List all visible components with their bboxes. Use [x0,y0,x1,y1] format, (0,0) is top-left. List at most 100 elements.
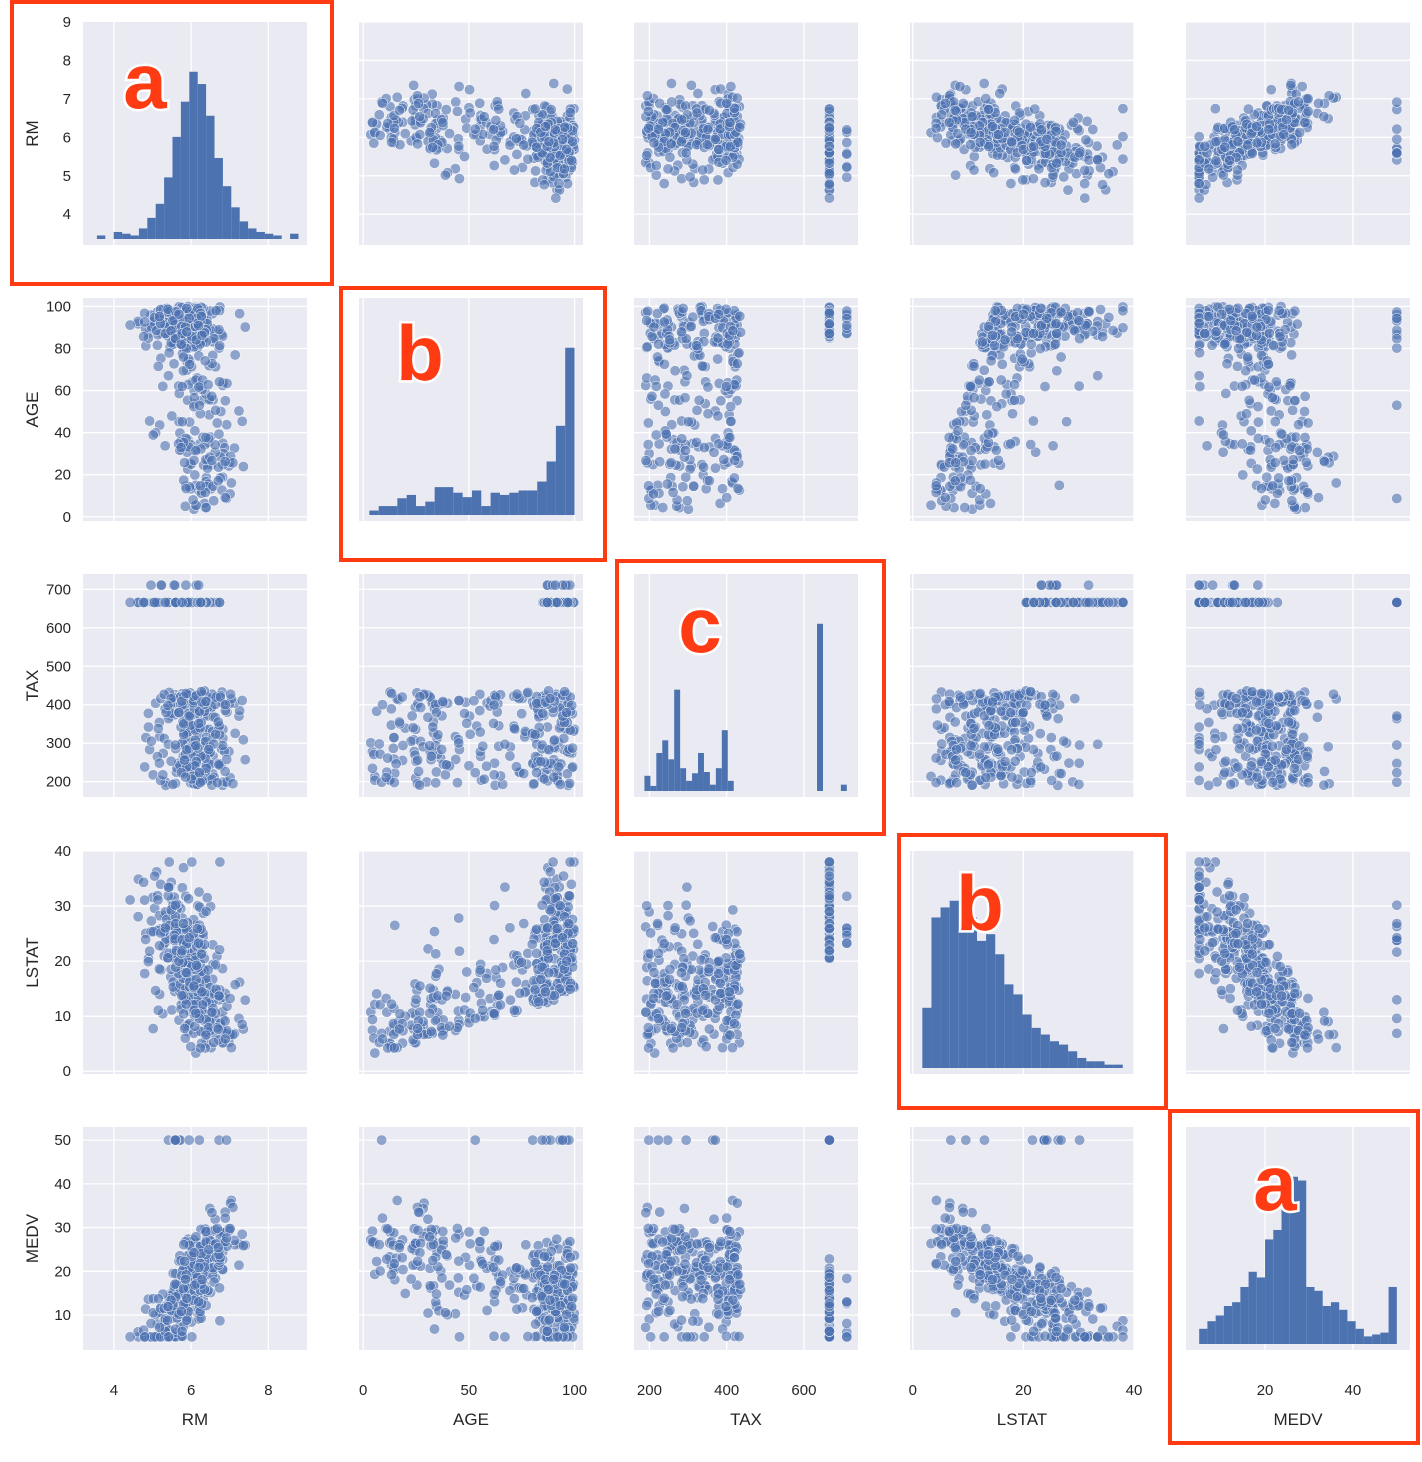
scatter-point [180,579,192,591]
scatter-point [1256,483,1267,494]
scatter-point [1083,597,1095,608]
scatter-point [213,428,225,440]
scatter-point [1265,84,1277,96]
scatter-point [1263,381,1275,393]
scatter-point [841,319,853,331]
scatter-point [436,744,448,755]
scatter-point [1266,392,1278,404]
scatter-point [675,326,687,338]
scatter-point [641,90,653,102]
scatter-point [1201,440,1213,452]
scatter-point [965,445,977,457]
scatter-point [1041,312,1053,324]
scatter-point [234,308,246,320]
scatter-point [1228,579,1240,591]
histogram-bar [130,235,139,239]
scatter-point [660,104,672,116]
scatter-point [1245,760,1257,772]
scatter-point [697,164,709,176]
scatter-point [718,454,730,466]
scatter-point [652,123,664,135]
scatter-point [1233,743,1245,755]
scatter-point [930,122,942,134]
scatter-point [1233,343,1244,354]
scatter-point [163,856,175,868]
panel-tax-vs-rm [83,574,307,797]
histogram-bar [290,233,299,239]
scatter-point [1299,117,1311,129]
scatter-point [1289,705,1301,716]
scatter-point [1209,732,1221,744]
scatter-point [530,165,542,177]
panel-rm-vs-rm [83,22,307,245]
panel-lstat-vs-rm [83,850,307,1074]
scatter-point [841,161,853,173]
scatter-point [725,81,737,92]
scatter-point [1073,778,1085,790]
scatter-point [545,104,557,116]
scatter-point [732,483,744,494]
scatter-point [1391,333,1403,345]
scatter-point [478,111,490,123]
scatter-point [219,395,231,407]
scatter-point [208,495,220,507]
scatter-point [1259,494,1271,506]
scatter-point [823,122,835,134]
scatter-point [440,104,452,116]
scatter-point [658,302,670,314]
scatter-point [676,114,688,126]
scatter-point [132,911,144,923]
scatter-point [1273,691,1285,703]
scatter-point [974,136,986,148]
scatter-point [1045,732,1057,744]
scatter-point [669,365,681,377]
histogram-bar [96,235,106,239]
scatter-point [987,329,998,341]
scatter-point [210,404,222,416]
scatter-point [1025,338,1037,350]
histogram-bar [206,115,215,239]
scatter-point [562,597,574,608]
histogram-bar [527,490,538,515]
scatter-point [734,310,746,322]
scatter-point [1313,97,1324,109]
scatter-point [167,778,179,790]
scatter-point [151,339,163,351]
scatter-point [1017,707,1029,719]
scatter-point [1287,454,1299,466]
scatter-point [464,107,476,119]
scatter-point [1232,136,1244,148]
scatter-point [239,994,251,1006]
scatter-point [643,122,655,134]
scatter-point [692,88,704,99]
scatter-point [978,78,990,89]
scatter-point [952,425,964,437]
scatter-point [1194,686,1206,698]
scatter-point [166,410,178,422]
scatter-point [1006,771,1018,783]
scatter-point [698,461,710,473]
scatter-point [1216,707,1228,719]
histogram-bar [644,775,651,791]
scatter-point [567,742,578,754]
scatter-point [180,688,192,699]
scatter-point [713,143,725,155]
scatter-point [1067,597,1079,608]
scatter-point [153,311,165,323]
scatter-point [1269,416,1281,428]
histogram-bar [434,487,444,515]
scatter-point [549,579,561,591]
scatter-point [159,597,171,608]
scatter-point [203,744,215,755]
scatter-point [640,455,652,467]
scatter-point [173,707,185,719]
scatter-point [642,105,654,117]
scatter-point [1252,416,1264,428]
scatter-point [1271,597,1283,608]
scatter-point [200,432,212,443]
scatter-point [1216,308,1228,320]
histogram-bar [248,228,257,239]
scatter-point [373,738,385,750]
histogram-bar [222,186,232,239]
scatter-point [1117,103,1129,115]
